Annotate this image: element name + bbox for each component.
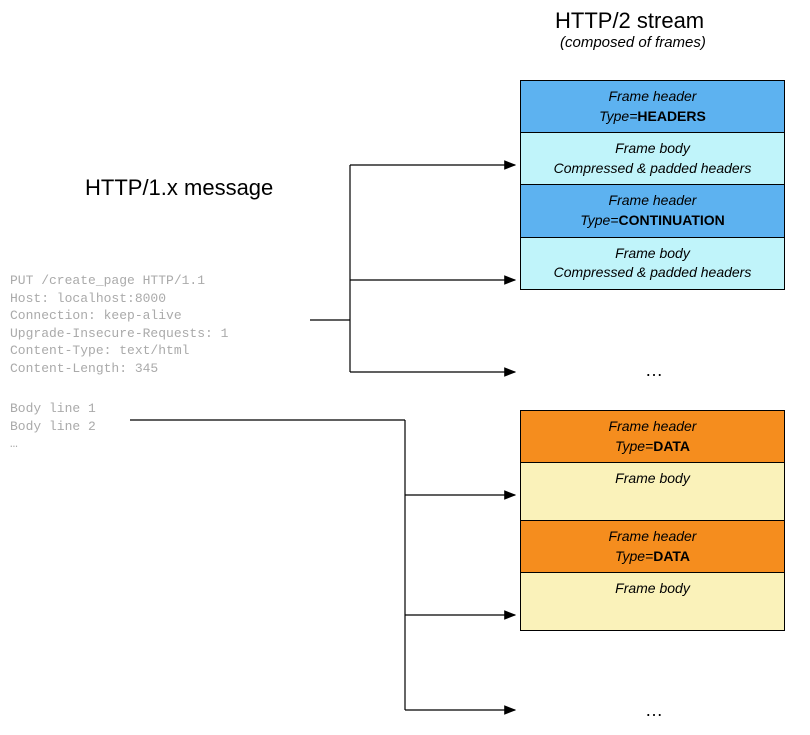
frame-body-title: Frame body: [525, 579, 780, 599]
frame-body-data-1: Frame body: [521, 462, 784, 520]
type-prefix: Type=: [615, 548, 653, 564]
http1-title: HTTP/1.x message: [85, 175, 273, 201]
data-ellipsis: …: [645, 700, 663, 721]
frame-header-data-1: Frame header Type=DATA: [521, 411, 784, 462]
frame-body-detail: Compressed & padded headers: [525, 159, 780, 179]
frame-body-title: Frame body: [525, 139, 780, 159]
type-value: CONTINUATION: [618, 212, 724, 228]
frame-header-headers: Frame header Type=HEADERS: [521, 81, 784, 132]
frame-body-headers: Frame body Compressed & padded headers: [521, 132, 784, 184]
frame-header-title: Frame header: [525, 527, 780, 547]
headers-ellipsis: …: [645, 360, 663, 381]
type-value: DATA: [653, 438, 690, 454]
frame-body-title: Frame body: [525, 469, 780, 489]
type-prefix: Type=: [599, 108, 637, 124]
frame-type-line: Type=HEADERS: [525, 107, 780, 127]
type-prefix: Type=: [615, 438, 653, 454]
frame-type-line: Type=CONTINUATION: [525, 211, 780, 231]
frame-type-line: Type=DATA: [525, 437, 780, 457]
frame-header-title: Frame header: [525, 191, 780, 211]
http1-body-text: Body line 1 Body line 2 …: [10, 400, 96, 453]
frame-header-title: Frame header: [525, 87, 780, 107]
frame-header-data-2: Frame header Type=DATA: [521, 520, 784, 572]
http2-title: HTTP/2 stream: [555, 8, 704, 34]
frame-body-title: Frame body: [525, 244, 780, 264]
http2-headers-frames: Frame header Type=HEADERS Frame body Com…: [520, 80, 785, 290]
frame-header-title: Frame header: [525, 417, 780, 437]
frame-type-line: Type=DATA: [525, 547, 780, 567]
frame-header-continuation: Frame header Type=CONTINUATION: [521, 184, 784, 236]
http1-headers-text: PUT /create_page HTTP/1.1 Host: localhos…: [10, 272, 228, 377]
type-value: HEADERS: [637, 108, 705, 124]
http2-subtitle: (composed of frames): [560, 34, 706, 51]
frame-body-data-2: Frame body: [521, 572, 784, 630]
frame-body-detail: Compressed & padded headers: [525, 263, 780, 283]
type-value: DATA: [653, 548, 690, 564]
type-prefix: Type=: [580, 212, 618, 228]
frame-body-continuation: Frame body Compressed & padded headers: [521, 237, 784, 289]
http2-data-frames: Frame header Type=DATA Frame body Frame …: [520, 410, 785, 631]
